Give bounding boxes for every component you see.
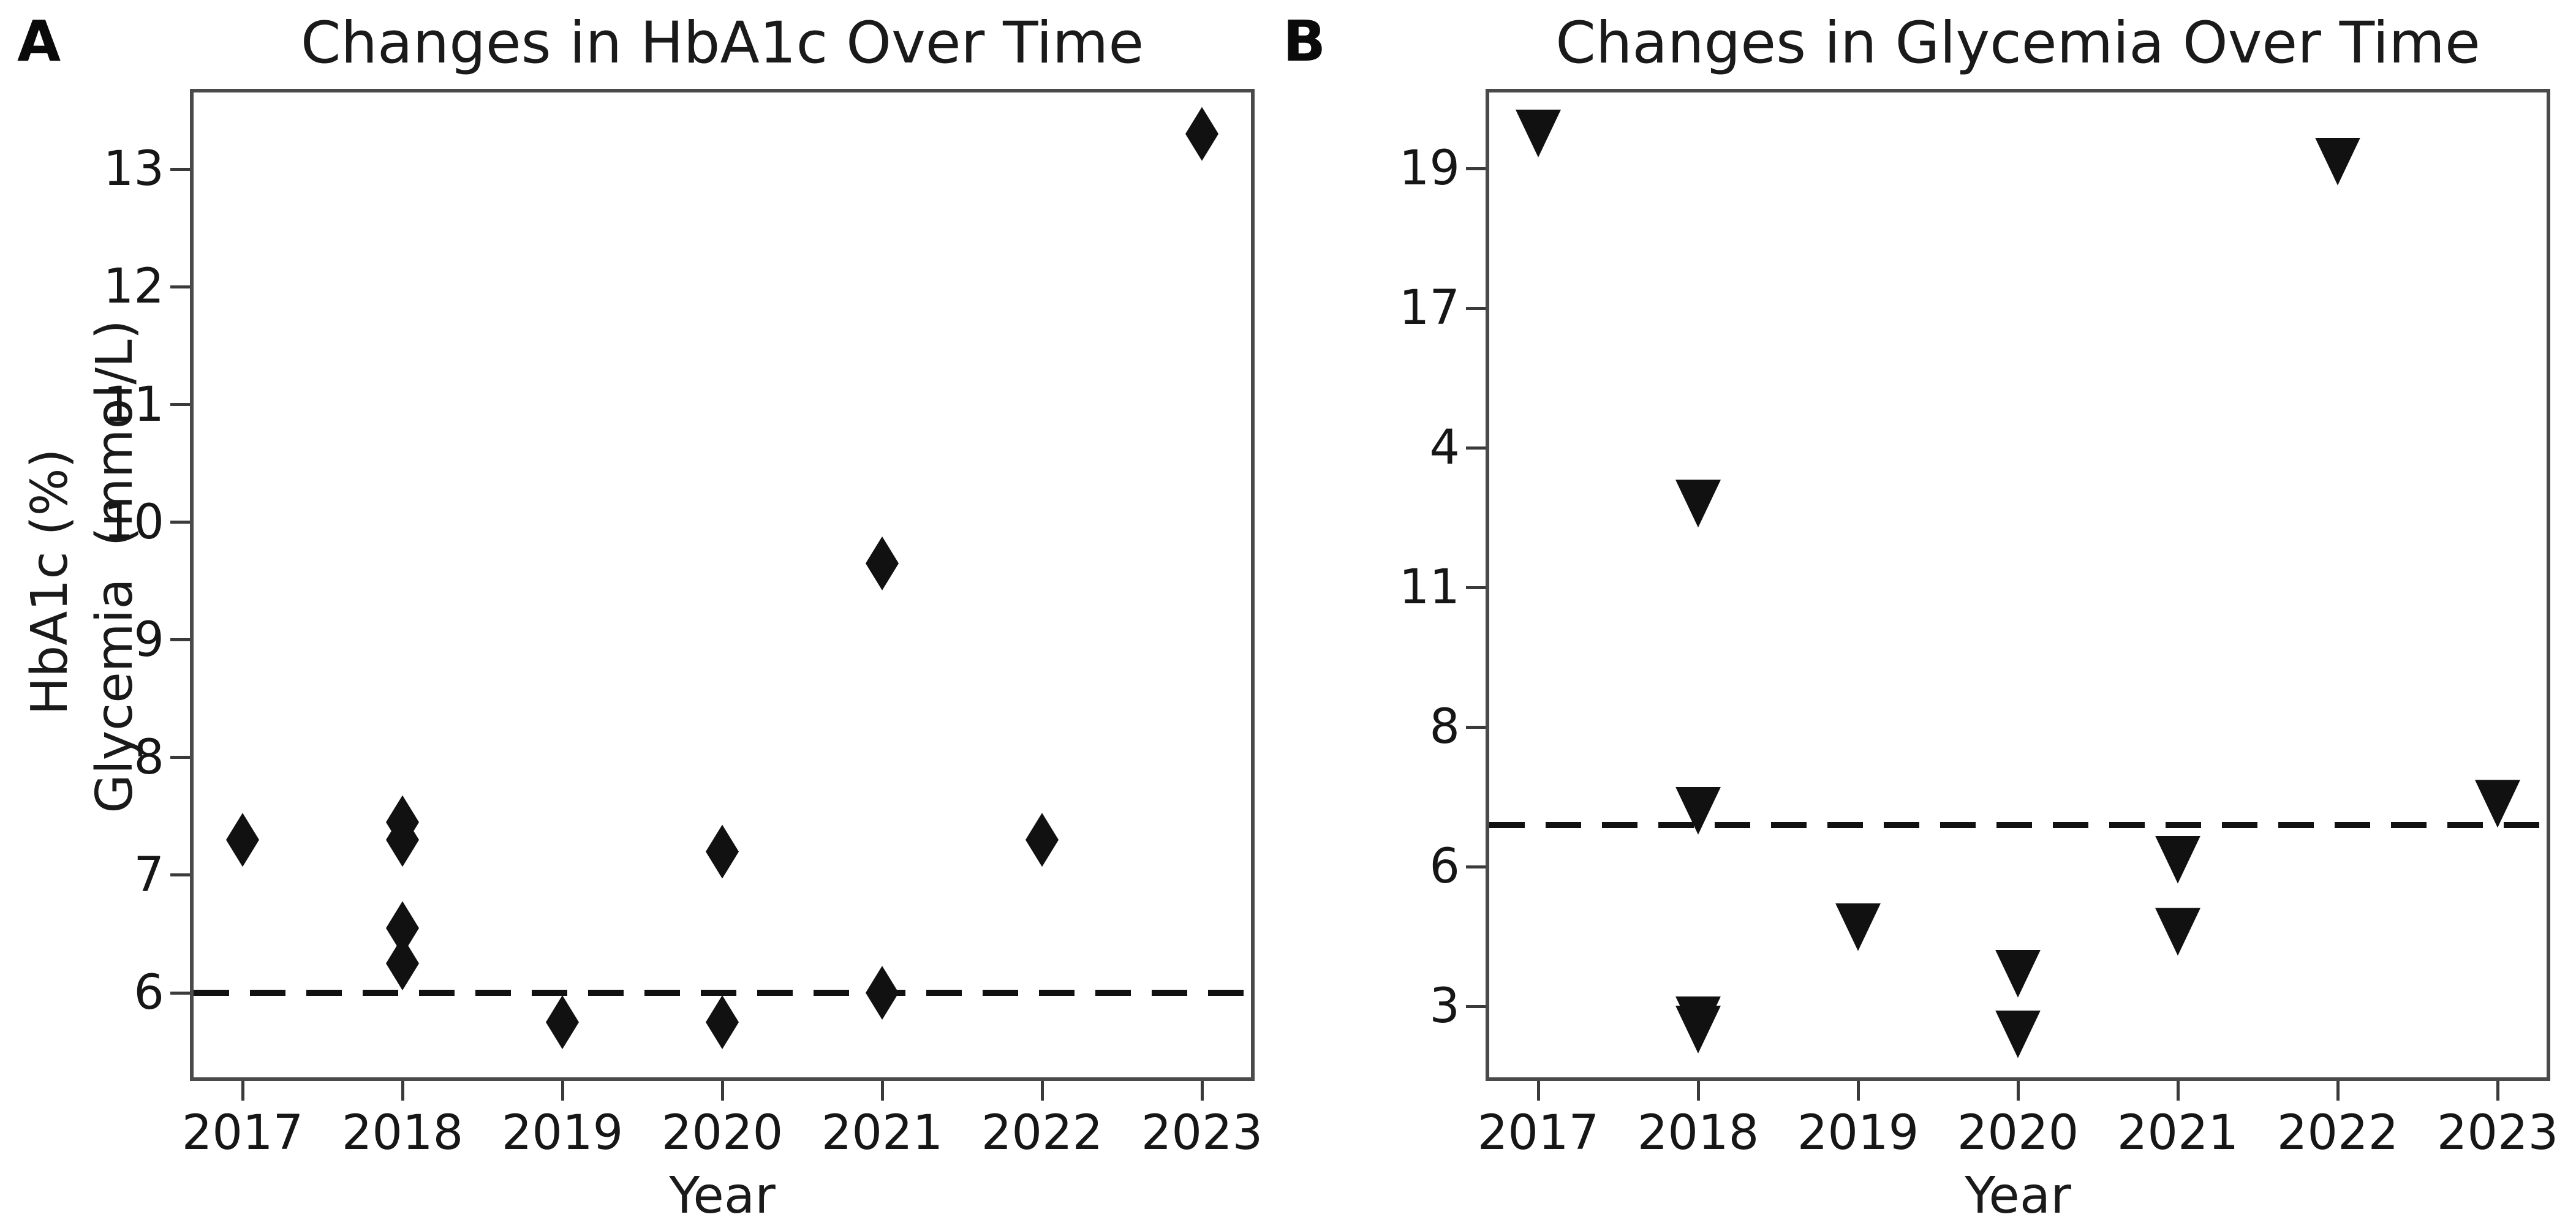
reference-dashed-line-a bbox=[194, 990, 1251, 996]
x-tick-b bbox=[2016, 1081, 2020, 1101]
y-tick-label-a: 7 bbox=[134, 847, 164, 903]
y-axis-label-a: HbA1c (%) bbox=[21, 448, 79, 715]
y-tick-a bbox=[170, 991, 190, 995]
y-tick-label-b: 3 bbox=[1429, 979, 1460, 1034]
plot-area-a bbox=[190, 89, 1255, 1081]
y-tick-b bbox=[1466, 586, 1486, 589]
x-tick-label-a: 2022 bbox=[981, 1106, 1103, 1161]
x-tick-a bbox=[1200, 1081, 1204, 1101]
y-tick-b bbox=[1466, 446, 1486, 450]
y-tick-label-a: 8 bbox=[134, 729, 164, 785]
x-tick-a bbox=[720, 1081, 724, 1101]
y-tick-label-a: 13 bbox=[103, 141, 164, 197]
x-tick-a bbox=[401, 1081, 404, 1101]
y-tick-label-b: 8 bbox=[1429, 699, 1460, 755]
y-tick-label-b: 4 bbox=[1429, 420, 1460, 475]
y-tick-a bbox=[170, 403, 190, 406]
y-tick-a bbox=[170, 167, 190, 171]
y-tick-b bbox=[1466, 725, 1486, 729]
x-tick-label-b: 2023 bbox=[2436, 1106, 2559, 1161]
x-tick-b bbox=[2176, 1081, 2180, 1101]
x-tick-a bbox=[880, 1081, 884, 1101]
chart-title-a: Changes in HbA1c Over Time bbox=[300, 10, 1144, 77]
y-tick-b bbox=[1466, 306, 1486, 310]
x-tick-b bbox=[1696, 1081, 1700, 1101]
x-tick-label-b: 2021 bbox=[2117, 1106, 2239, 1161]
y-tick-label-a: 11 bbox=[103, 377, 164, 432]
y-tick-label-b: 11 bbox=[1399, 560, 1460, 615]
x-tick-b bbox=[1536, 1081, 1540, 1101]
x-tick-label-b: 2018 bbox=[1637, 1106, 1759, 1161]
chart-title-b: Changes in Glycemia Over Time bbox=[1555, 10, 2480, 77]
y-tick-b bbox=[1466, 1004, 1486, 1008]
x-tick-b bbox=[1856, 1081, 1860, 1101]
y-tick-label-b: 19 bbox=[1399, 141, 1460, 196]
x-tick-a bbox=[561, 1081, 564, 1101]
y-tick-b bbox=[1466, 167, 1486, 170]
x-tick-label-b: 2019 bbox=[1797, 1106, 1919, 1161]
x-tick-label-a: 2018 bbox=[341, 1106, 464, 1161]
plot-area-b bbox=[1486, 89, 2550, 1081]
x-tick-label-b: 2017 bbox=[1477, 1106, 1600, 1161]
panel-letter-a: A bbox=[17, 9, 61, 74]
x-tick-label-b: 2020 bbox=[1957, 1106, 2079, 1161]
y-tick-a bbox=[170, 638, 190, 642]
x-tick-a bbox=[1040, 1081, 1044, 1101]
y-tick-label-a: 9 bbox=[134, 612, 164, 668]
panel-letter-b: B bbox=[1283, 9, 1326, 74]
y-tick-b bbox=[1466, 865, 1486, 868]
y-tick-label-a: 10 bbox=[103, 494, 164, 550]
x-axis-label-a: Year bbox=[669, 1167, 776, 1225]
y-tick-label-a: 6 bbox=[134, 965, 164, 1020]
y-tick-a bbox=[170, 756, 190, 759]
x-tick-label-b: 2022 bbox=[2276, 1106, 2399, 1161]
x-tick-b bbox=[2336, 1081, 2340, 1101]
y-tick-label-b: 17 bbox=[1399, 281, 1460, 336]
y-tick-a bbox=[170, 285, 190, 288]
x-tick-label-a: 2023 bbox=[1141, 1106, 1263, 1161]
x-tick-label-a: 2021 bbox=[821, 1106, 943, 1161]
x-tick-a bbox=[241, 1081, 244, 1101]
x-axis-label-b: Year bbox=[1965, 1167, 2071, 1225]
y-tick-label-a: 12 bbox=[103, 259, 164, 315]
y-tick-label-b: 6 bbox=[1429, 839, 1460, 894]
reference-dashed-line-b bbox=[1489, 821, 2547, 828]
x-tick-label-a: 2020 bbox=[661, 1106, 784, 1161]
x-tick-label-a: 2017 bbox=[181, 1106, 304, 1161]
x-tick-label-a: 2019 bbox=[501, 1106, 624, 1161]
x-tick-b bbox=[2496, 1081, 2499, 1101]
y-tick-a bbox=[170, 521, 190, 524]
y-tick-a bbox=[170, 873, 190, 877]
